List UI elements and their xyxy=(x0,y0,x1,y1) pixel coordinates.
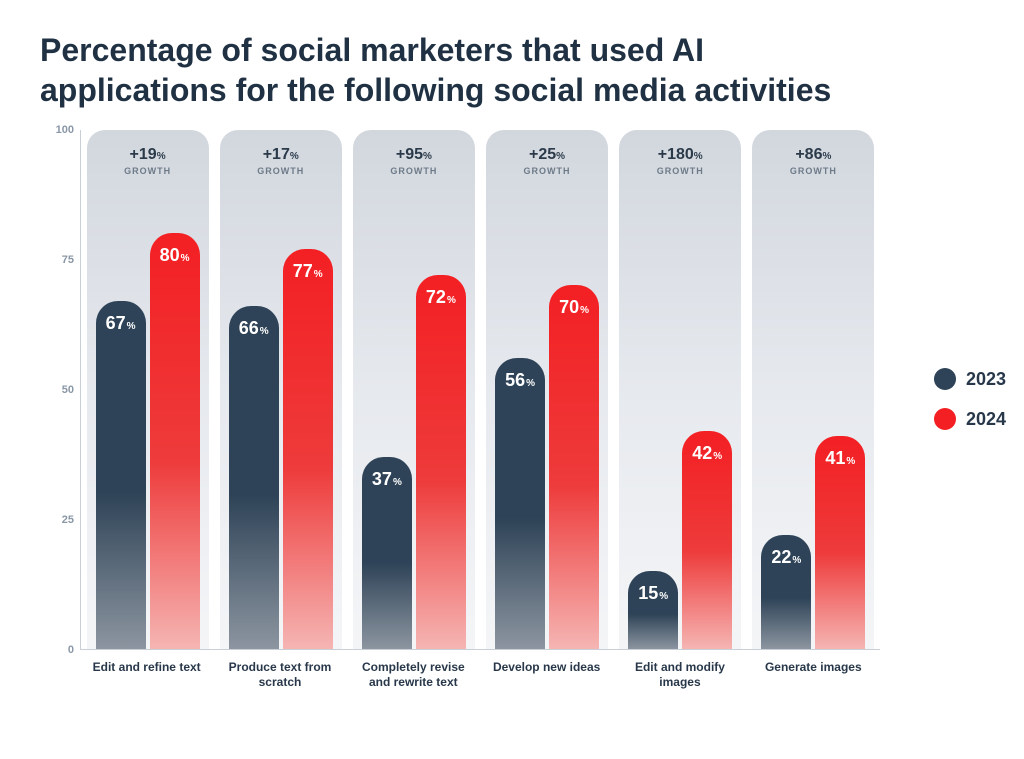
bar-value-label: 42% xyxy=(682,443,732,464)
bar-group: +17%GROWTH66%77% xyxy=(217,130,345,649)
bar-groups: +19%GROWTH67%80%+17%GROWTH66%77%+95%GROW… xyxy=(81,130,880,649)
bar-value-label: 77% xyxy=(283,261,333,282)
bar-2023: 66% xyxy=(229,306,279,649)
bar-value-label: 67% xyxy=(96,313,146,334)
bar-value-label: 56% xyxy=(495,370,545,391)
y-tick: 0 xyxy=(68,644,74,656)
legend-swatch xyxy=(934,368,956,390)
bar-2024: 80% xyxy=(150,233,200,649)
bar-value-label: 72% xyxy=(416,287,466,308)
bar-pair: 66% 77% xyxy=(227,130,335,649)
x-label: Generate images xyxy=(749,652,877,690)
bar-pair: 15% 42% xyxy=(626,130,734,649)
chart: 0255075100 +19%GROWTH67%80%+17%GROWTH66%… xyxy=(40,130,994,650)
bar-pair: 67% 80% xyxy=(94,130,202,649)
bar-group: +95%GROWTH37%72% xyxy=(350,130,478,649)
bar-value-label: 15% xyxy=(628,583,678,604)
legend: 2023 2024 xyxy=(934,350,1006,448)
y-tick: 50 xyxy=(62,384,74,396)
legend-swatch xyxy=(934,408,956,430)
plot-area: +19%GROWTH67%80%+17%GROWTH66%77%+95%GROW… xyxy=(80,130,880,650)
y-tick: 100 xyxy=(56,124,74,136)
bar-value-label: 37% xyxy=(362,469,412,490)
bar-2024: 77% xyxy=(283,249,333,649)
x-axis-labels: Edit and refine textProduce text from sc… xyxy=(80,652,880,690)
bar-2024: 70% xyxy=(549,285,599,649)
bar-pair: 56% 70% xyxy=(493,130,601,649)
bar-2024: 42% xyxy=(682,431,732,649)
bar-group: +180%GROWTH15%42% xyxy=(616,130,744,649)
legend-label: 2023 xyxy=(966,369,1006,390)
bar-group: +19%GROWTH67%80% xyxy=(84,130,212,649)
bar-group: +25%GROWTH56%70% xyxy=(483,130,611,649)
bar-2024: 72% xyxy=(416,275,466,649)
y-tick: 75 xyxy=(62,254,74,266)
x-label: Completely revise and rewrite text xyxy=(349,652,477,690)
x-label: Develop new ideas xyxy=(483,652,611,690)
y-axis: 0255075100 xyxy=(40,130,80,650)
bar-2023: 67% xyxy=(96,301,146,649)
x-label: Edit and refine text xyxy=(83,652,211,690)
page: Percentage of social marketers that used… xyxy=(0,0,1024,759)
chart-title: Percentage of social marketers that used… xyxy=(40,30,860,110)
bar-value-label: 41% xyxy=(815,448,865,469)
bar-value-label: 22% xyxy=(761,547,811,568)
legend-item: 2023 xyxy=(934,368,1006,390)
legend-item: 2024 xyxy=(934,408,1006,430)
x-label: Produce text from scratch xyxy=(216,652,344,690)
bar-2023: 15% xyxy=(628,571,678,649)
x-label: Edit and modify images xyxy=(616,652,744,690)
bar-2024: 41% xyxy=(815,436,865,649)
bar-2023: 37% xyxy=(362,457,412,649)
bar-group: +86%GROWTH22%41% xyxy=(749,130,877,649)
y-tick: 25 xyxy=(62,514,74,526)
bar-2023: 22% xyxy=(761,535,811,649)
bar-value-label: 80% xyxy=(150,245,200,266)
bar-value-label: 66% xyxy=(229,318,279,339)
bar-2023: 56% xyxy=(495,358,545,649)
bar-pair: 22% 41% xyxy=(759,130,867,649)
bar-value-label: 70% xyxy=(549,297,599,318)
bar-pair: 37% 72% xyxy=(360,130,468,649)
legend-label: 2024 xyxy=(966,409,1006,430)
